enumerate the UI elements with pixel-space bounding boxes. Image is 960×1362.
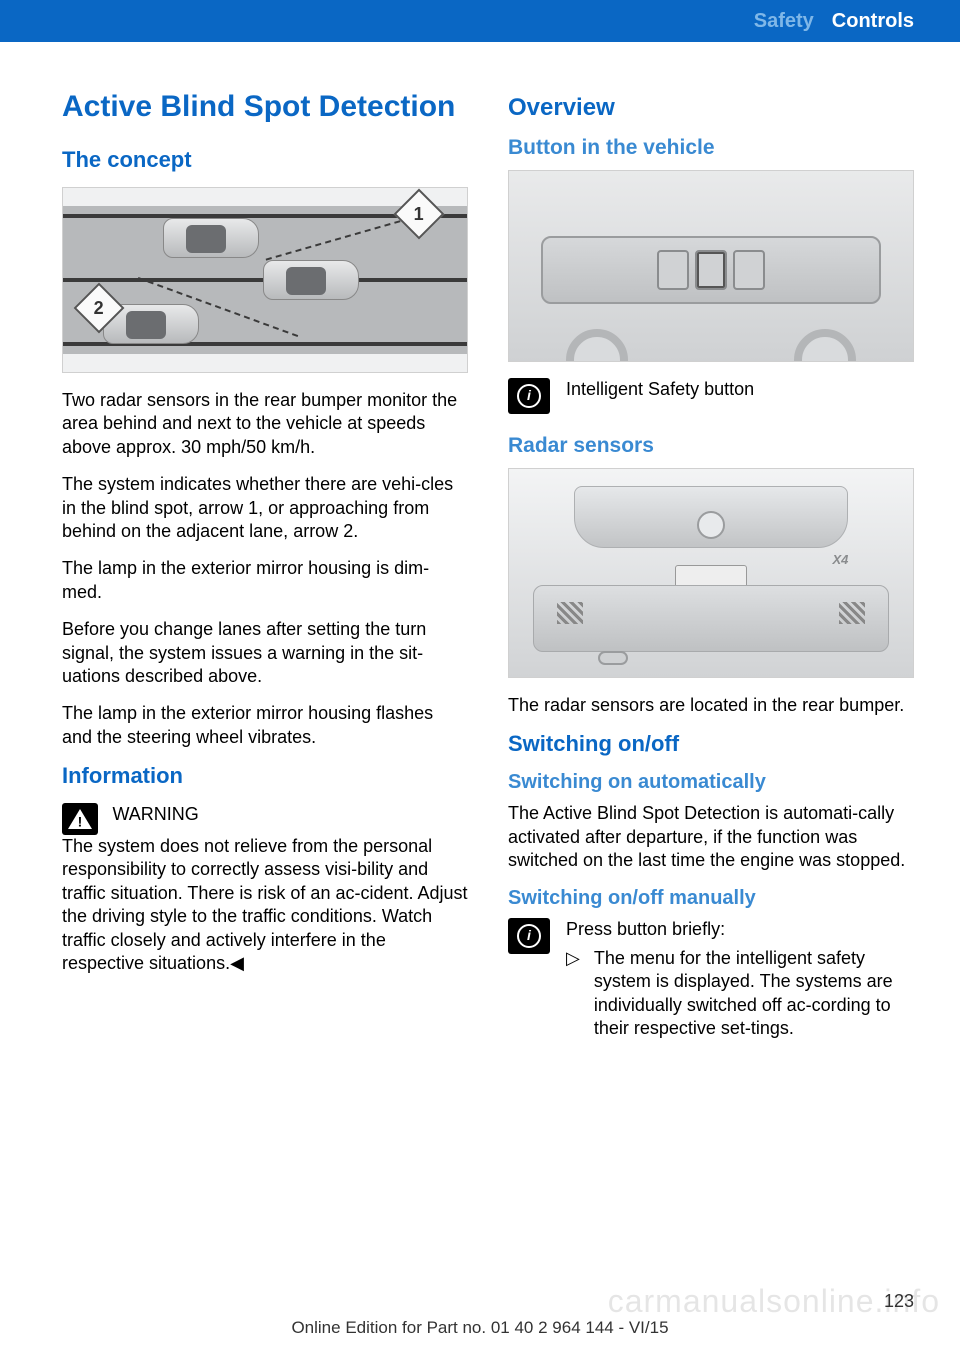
dash-slot	[541, 236, 880, 304]
information-heading: Information	[62, 763, 468, 789]
marker-1-label: 1	[414, 203, 424, 224]
dash-wheel-left	[566, 329, 628, 362]
warning-text: The system does not relieve from the per…	[62, 836, 468, 973]
intelligent-safety-caption-row: Intelligent Safety button	[508, 378, 914, 414]
switching-heading: Switching on/off	[508, 731, 914, 757]
page-number: 123	[884, 1291, 914, 1312]
left-column: Active Blind Spot Detection The concept …	[62, 90, 468, 1041]
footer-line: Online Edition for Part no. 01 40 2 964 …	[0, 1318, 960, 1338]
bullet-text: The menu for the intelligent safety syst…	[594, 947, 914, 1041]
dash-panel	[509, 171, 913, 361]
switching-manual-heading: Switching on/off manually	[508, 887, 914, 910]
radar-sensors-heading: Radar sensors	[508, 434, 914, 458]
press-button-icon	[508, 918, 550, 954]
concept-p3: The lamp in the exterior mirror housing …	[62, 557, 468, 604]
switching-auto-text: The Active Blind Spot Detection is autom…	[508, 802, 914, 872]
car-rear: X4	[509, 469, 913, 677]
bmw-badge-icon	[697, 511, 725, 539]
button-in-vehicle-heading: Button in the vehicle	[508, 136, 914, 160]
concept-p2: The system indicates whether there are v…	[62, 473, 468, 543]
intelligent-safety-caption: Intelligent Safety button	[566, 378, 914, 401]
ego-car	[263, 260, 359, 300]
concept-p1: Two radar sensors in the rear bumper mon…	[62, 389, 468, 459]
concept-p5: The lamp in the exterior mirror housing …	[62, 702, 468, 749]
concept-diagram: 1 2	[62, 187, 468, 373]
marker-2-label: 2	[94, 297, 104, 318]
switching-auto-heading: Switching on automatically	[508, 771, 914, 794]
concept-heading: The concept	[62, 147, 468, 173]
exhaust-pipe	[598, 651, 628, 665]
right-column: Overview Button in the vehicle Intellige…	[508, 90, 914, 1041]
header-safety-label: Safety	[754, 10, 814, 33]
page-content: Active Blind Spot Detection The concept …	[0, 42, 960, 1041]
rear-bumper	[533, 585, 889, 652]
dash-button-group	[657, 250, 765, 290]
overview-heading: Overview	[508, 94, 914, 122]
press-button-label: Press button briefly:	[566, 918, 914, 941]
press-button-block: Press button briefly: ▷ The menu for the…	[566, 918, 914, 1041]
warning-label: WARNING	[112, 804, 198, 824]
header-bar: Safety Controls	[0, 0, 960, 42]
dash-button-intelligent-safety	[695, 250, 727, 290]
model-badge: X4	[832, 552, 848, 567]
bullet-marker: ▷	[566, 947, 580, 1041]
warning-icon	[62, 803, 98, 835]
dash-button-3	[733, 250, 765, 290]
car-blindspot	[163, 218, 259, 258]
concept-p4: Before you change lanes after setting th…	[62, 618, 468, 688]
radar-caption: The radar sensors are located in the rea…	[508, 694, 914, 717]
header-controls-label: Controls	[832, 10, 914, 33]
radar-sensor-right	[839, 602, 865, 624]
radar-sensors-figure: X4	[508, 468, 914, 678]
warning-block: WARNING The system does not relieve from…	[62, 803, 468, 975]
press-button-row: Press button briefly: ▷ The menu for the…	[508, 918, 914, 1041]
page-title: Active Blind Spot Detection	[62, 90, 468, 123]
intelligent-safety-icon	[508, 378, 550, 414]
dash-button-1	[657, 250, 689, 290]
dash-wheel-right	[794, 329, 856, 362]
bullet-row: ▷ The menu for the intelligent safety sy…	[566, 947, 914, 1041]
button-vehicle-figure	[508, 170, 914, 362]
radar-sensor-left	[557, 602, 583, 624]
